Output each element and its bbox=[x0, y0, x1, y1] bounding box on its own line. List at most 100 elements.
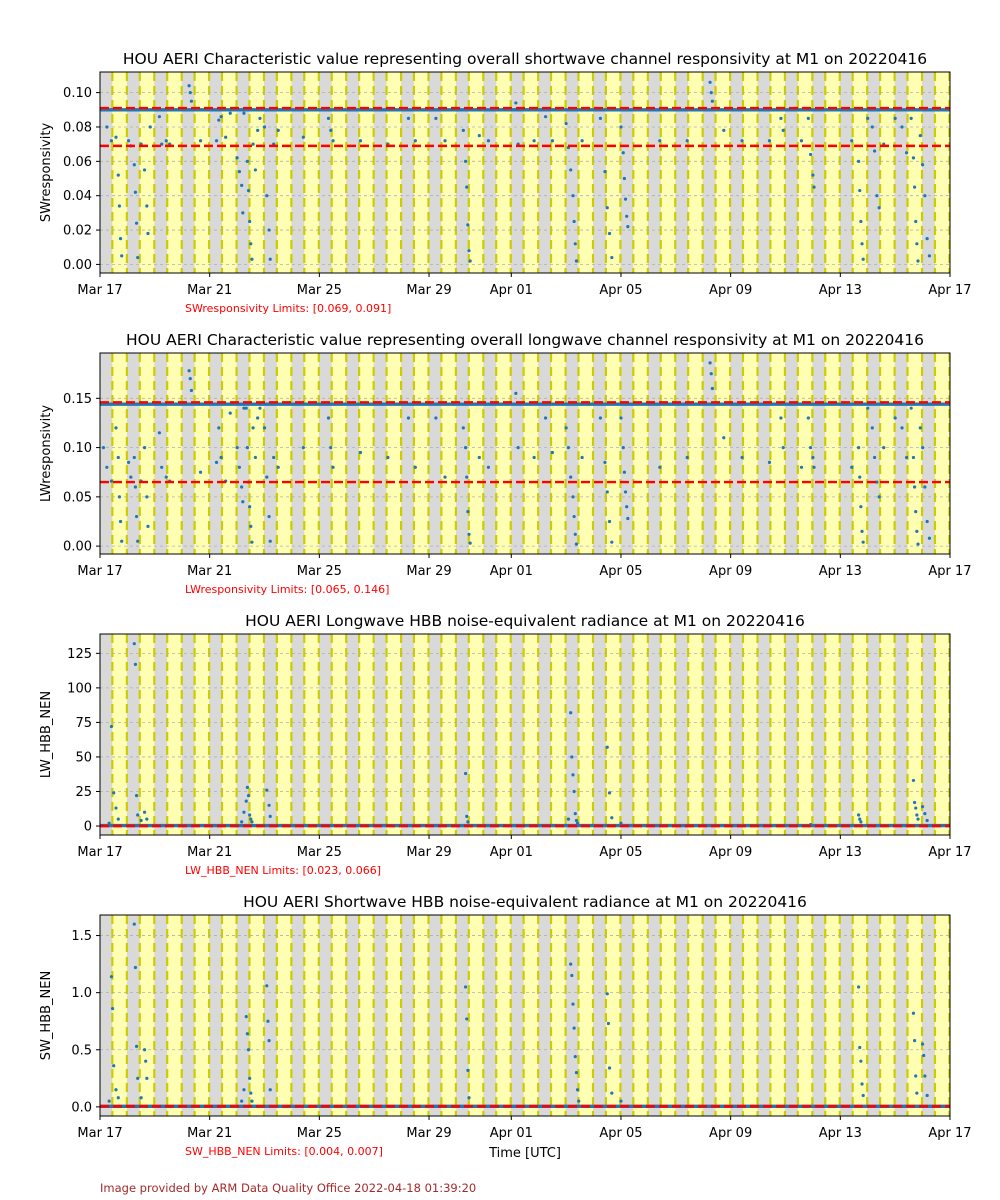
data-point bbox=[610, 255, 614, 260]
data-point bbox=[133, 485, 138, 489]
data-point bbox=[809, 152, 813, 157]
data-points bbox=[100, 922, 950, 1108]
data-point bbox=[301, 135, 305, 139]
data-point bbox=[621, 151, 625, 155]
data-point bbox=[262, 426, 267, 430]
day-band bbox=[139, 72, 155, 273]
data-point bbox=[267, 1039, 271, 1043]
data-point bbox=[132, 642, 136, 646]
y-tick-label: 1.5 bbox=[71, 929, 92, 944]
x-tick-label: Apr 17 bbox=[928, 1126, 971, 1141]
data-point bbox=[914, 219, 918, 224]
day-band bbox=[551, 72, 566, 273]
y-tick-label: 100 bbox=[67, 681, 92, 696]
data-point bbox=[249, 524, 253, 529]
day-band bbox=[715, 915, 731, 1116]
data-point bbox=[572, 1026, 576, 1030]
data-point bbox=[915, 1091, 919, 1095]
data-point bbox=[603, 460, 607, 464]
data-point bbox=[268, 539, 272, 543]
data-point bbox=[244, 406, 248, 410]
data-point bbox=[237, 465, 241, 469]
data-point bbox=[245, 1032, 249, 1036]
data-point bbox=[722, 128, 726, 133]
data-point bbox=[217, 426, 221, 430]
data-point bbox=[246, 188, 251, 193]
x-tick-label: Apr 05 bbox=[599, 1126, 642, 1141]
day-band bbox=[633, 634, 648, 835]
day-band bbox=[359, 915, 374, 1116]
data-point bbox=[249, 242, 253, 246]
data-point bbox=[859, 1059, 863, 1063]
data-point bbox=[658, 139, 662, 143]
data-point bbox=[189, 99, 193, 103]
data-point bbox=[573, 242, 577, 246]
day-band bbox=[825, 72, 840, 273]
data-point bbox=[532, 139, 536, 143]
data-point bbox=[248, 813, 252, 817]
day-band bbox=[934, 634, 950, 835]
data-point bbox=[920, 805, 925, 809]
data-point bbox=[109, 139, 114, 143]
day-band bbox=[112, 634, 127, 835]
data-point bbox=[148, 125, 152, 129]
data-point bbox=[532, 455, 536, 460]
data-point bbox=[461, 128, 465, 133]
data-point bbox=[566, 445, 571, 450]
day-band bbox=[441, 634, 456, 835]
data-point bbox=[911, 1011, 916, 1015]
data-point bbox=[267, 803, 271, 807]
day-band bbox=[413, 915, 429, 1116]
data-point bbox=[543, 416, 548, 420]
data-point bbox=[139, 818, 143, 823]
day-band bbox=[304, 353, 319, 554]
data-point bbox=[145, 204, 149, 208]
data-point bbox=[514, 391, 518, 395]
day-band bbox=[578, 353, 593, 554]
y-tick-label: 50 bbox=[75, 750, 92, 765]
day-band bbox=[934, 353, 950, 554]
data-point bbox=[722, 436, 726, 440]
plot-frame bbox=[99, 914, 951, 1117]
data-point bbox=[925, 237, 929, 241]
day-band bbox=[770, 353, 785, 554]
data-point bbox=[573, 811, 577, 816]
day-band bbox=[441, 353, 456, 554]
data-point bbox=[244, 799, 248, 803]
data-point bbox=[571, 1002, 575, 1006]
data-point bbox=[915, 242, 919, 246]
x-tick-label: Mar 21 bbox=[187, 564, 232, 579]
day-band bbox=[907, 353, 923, 554]
day-band bbox=[742, 72, 758, 273]
data-point bbox=[610, 1091, 614, 1095]
chart-title: HOU AERI Longwave HBB noise-equivalent r… bbox=[245, 612, 805, 630]
data-point bbox=[569, 962, 573, 966]
data-point bbox=[145, 495, 149, 499]
x-tick-label: Apr 13 bbox=[819, 283, 862, 298]
data-point bbox=[710, 386, 714, 391]
data-point bbox=[575, 821, 580, 825]
data-point bbox=[240, 1099, 244, 1103]
data-point bbox=[272, 455, 276, 460]
data-point bbox=[240, 183, 244, 187]
day-band bbox=[880, 634, 895, 835]
data-point bbox=[550, 450, 555, 455]
data-point bbox=[129, 475, 133, 479]
data-point bbox=[709, 372, 713, 376]
data-point bbox=[326, 116, 331, 120]
data-point bbox=[134, 1044, 139, 1048]
data-point bbox=[136, 539, 140, 543]
data-point bbox=[516, 445, 520, 450]
day-band bbox=[304, 72, 319, 273]
x-tick-label: Apr 13 bbox=[819, 845, 862, 860]
data-point bbox=[242, 111, 246, 115]
data-point bbox=[466, 510, 470, 514]
data-point bbox=[107, 821, 111, 825]
day-band bbox=[523, 72, 539, 273]
data-point bbox=[877, 495, 881, 499]
day-band bbox=[167, 353, 182, 554]
panel-3: 0 25 50 75 100 125 Mar 17 Mar 21 Mar 25 Mar 29 Apr… bbox=[39, 612, 972, 877]
data-point bbox=[622, 470, 626, 474]
data-point bbox=[258, 116, 262, 120]
day-band bbox=[222, 72, 237, 273]
